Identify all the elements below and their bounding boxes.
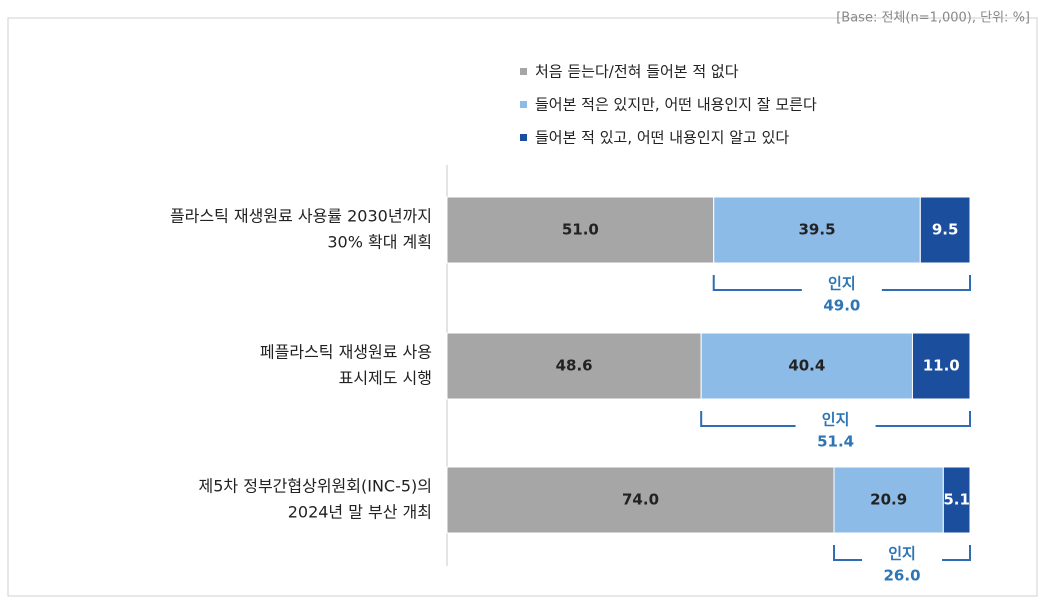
awareness-value: 26.0 [884, 567, 921, 585]
category-label: 30% 확대 계획 [327, 233, 432, 252]
base-note: [Base: 전체(n=1,000), 단위: %] [836, 11, 1030, 26]
category-label: 플라스틱 재생원료 사용률 2030년까지 [170, 207, 432, 226]
bar-segment [446, 466, 835, 534]
legend-label: 들어본 적은 있지만, 어떤 내용인지 잘 모른다 [535, 96, 817, 114]
bar-segment [942, 466, 971, 534]
category-label: 표시제도 시행 [339, 369, 432, 388]
awareness-label: 인지 [888, 545, 916, 563]
awareness-label: 인지 [828, 275, 856, 293]
awareness-value: 49.0 [823, 297, 860, 315]
legend-swatch [520, 101, 527, 108]
awareness-bracket [712, 275, 971, 291]
value-label: 51.0 [562, 221, 599, 239]
legend-swatch [520, 68, 527, 75]
value-label: 9.5 [932, 221, 959, 239]
category-label: 제5차 정부간협상위원회(INC-5)의 [199, 477, 432, 496]
value-label: 40.4 [788, 357, 825, 375]
bar-segment [833, 466, 944, 534]
bar-segment [446, 332, 702, 400]
awareness-bracket [700, 411, 971, 427]
value-label: 11.0 [923, 357, 960, 375]
value-label: 20.9 [870, 491, 907, 509]
bar-segment [911, 332, 971, 400]
value-label: 48.6 [556, 357, 593, 375]
category-label: 페플라스틱 재생원료 사용 [260, 343, 432, 362]
frame [7, 17, 1038, 597]
bar-segment [919, 196, 971, 264]
awareness-bracket [833, 545, 971, 561]
value-label: 5.1 [943, 491, 970, 509]
category-label: 2024년 말 부산 개최 [288, 503, 432, 522]
legend-label: 들어본 적 있고, 어떤 내용인지 알고 있다 [535, 129, 789, 147]
bar-segment [446, 196, 715, 264]
legend-swatch [520, 134, 527, 141]
bar-segment [700, 332, 913, 400]
value-label: 74.0 [622, 491, 659, 509]
value-label: 39.5 [799, 221, 836, 239]
awareness-label: 인지 [822, 411, 850, 429]
legend-label: 처음 듣는다/전혀 들어본 적 없다 [535, 63, 739, 81]
awareness-value: 51.4 [817, 433, 854, 451]
